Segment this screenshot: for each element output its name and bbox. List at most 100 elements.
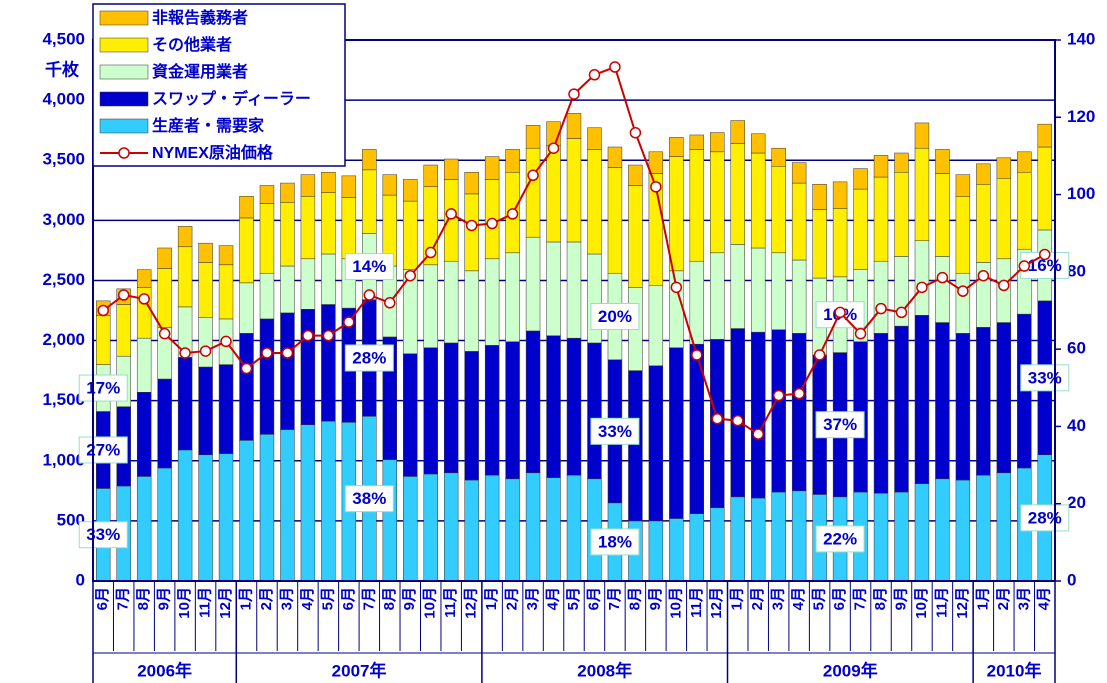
x-tick-label: 7月 bbox=[360, 587, 377, 610]
bar-segment bbox=[853, 188, 868, 270]
price-marker bbox=[977, 269, 990, 282]
x-tick-label: 3月 bbox=[278, 587, 295, 610]
bar-segment bbox=[566, 241, 582, 339]
bar-segment bbox=[566, 337, 582, 476]
price-marker bbox=[875, 302, 887, 315]
y2-tick-label: 20 bbox=[1067, 493, 1086, 512]
bar-segment bbox=[239, 217, 254, 284]
bar-segment bbox=[955, 174, 971, 197]
x-tick-label: 11月 bbox=[197, 587, 214, 618]
share-label-box bbox=[78, 374, 128, 402]
bar-segment bbox=[648, 285, 664, 367]
x-tick-label: 11月 bbox=[442, 587, 459, 618]
group-label: 2008年 bbox=[577, 660, 632, 680]
bar-segment bbox=[669, 518, 684, 582]
bar-segment bbox=[751, 331, 766, 499]
x-tick-label: 7月 bbox=[115, 587, 132, 610]
bar-segment bbox=[321, 304, 336, 422]
bar-segment bbox=[423, 264, 438, 349]
bar-segment bbox=[403, 200, 418, 270]
x-tick-label: 3月 bbox=[1015, 587, 1032, 610]
bar-segment bbox=[689, 134, 705, 150]
bar-segment bbox=[177, 226, 193, 248]
bar-segment bbox=[710, 507, 725, 582]
price-marker bbox=[588, 69, 601, 81]
x-tick-label: 5月 bbox=[319, 587, 336, 610]
price-marker bbox=[670, 281, 683, 294]
bar-segment bbox=[628, 164, 643, 186]
bar-segment bbox=[484, 156, 500, 180]
bar-segment bbox=[873, 260, 889, 334]
share-label: 16% bbox=[1028, 256, 1062, 275]
share-label-box bbox=[344, 344, 394, 372]
bar-segment bbox=[1037, 123, 1052, 148]
price-marker bbox=[199, 345, 212, 357]
price-marker bbox=[629, 126, 642, 139]
x-tick-label: 12月 bbox=[708, 587, 725, 619]
bar-segment bbox=[648, 151, 664, 174]
share-label: 33% bbox=[598, 422, 632, 441]
bar-segment bbox=[791, 490, 807, 582]
bar-segment bbox=[300, 309, 316, 425]
x-tick-label: 4月 bbox=[1036, 587, 1053, 610]
x-tick-label: 1月 bbox=[483, 587, 500, 610]
x-tick-label: 7月 bbox=[852, 587, 869, 610]
bar-segment bbox=[280, 312, 295, 430]
y2-tick-label: 100 bbox=[1067, 184, 1095, 203]
bar-segment bbox=[669, 156, 684, 272]
bar-segment bbox=[935, 149, 950, 174]
x-tick-label: 5月 bbox=[565, 587, 582, 610]
bar-segment bbox=[546, 335, 561, 478]
bar-segment bbox=[976, 474, 991, 582]
y-tick-label: 3,000 bbox=[42, 210, 85, 229]
price-marker bbox=[691, 349, 703, 361]
x-tick-label: 2月 bbox=[258, 587, 275, 610]
legend-label: NYMEX原油価格 bbox=[152, 143, 274, 162]
price-marker bbox=[363, 289, 376, 301]
bar-segment bbox=[505, 252, 520, 343]
bar-segment bbox=[587, 127, 602, 150]
bar-segment bbox=[96, 315, 111, 365]
share-label: 33% bbox=[86, 525, 120, 544]
legend-swatch bbox=[99, 10, 149, 26]
price-marker bbox=[609, 61, 621, 73]
x-tick-label: 11月 bbox=[688, 587, 705, 618]
share-label: 37% bbox=[823, 415, 857, 434]
price-marker bbox=[179, 347, 191, 359]
bar-segment bbox=[443, 472, 459, 582]
x-tick-label: 6月 bbox=[831, 587, 848, 610]
price-marker bbox=[547, 142, 560, 154]
x-tick-label: 10月 bbox=[422, 587, 439, 619]
bar-segment bbox=[771, 147, 786, 167]
bar-segment bbox=[955, 272, 971, 334]
bar-segment bbox=[730, 143, 745, 245]
price-marker bbox=[97, 304, 109, 317]
bar-segment bbox=[546, 477, 561, 582]
bar-segment bbox=[177, 357, 193, 451]
bar-segment bbox=[525, 147, 541, 238]
bar-segment bbox=[280, 182, 295, 203]
bar-segment bbox=[935, 173, 950, 257]
bar-segment bbox=[976, 163, 991, 185]
bar-segment bbox=[239, 333, 254, 441]
x-tick-label: 8月 bbox=[626, 587, 643, 610]
share-label-box bbox=[590, 528, 640, 556]
bar-segment bbox=[730, 328, 745, 498]
bar-segment bbox=[791, 333, 807, 492]
bar-segment bbox=[239, 196, 254, 219]
bar-segment bbox=[403, 179, 418, 202]
bar-segment bbox=[710, 132, 725, 153]
bar-segment bbox=[607, 146, 623, 168]
bar-segment bbox=[894, 152, 909, 173]
price-marker bbox=[916, 281, 928, 294]
group-label: 2007年 bbox=[332, 660, 387, 680]
bar-segment bbox=[157, 467, 172, 582]
bar-segment bbox=[628, 370, 643, 522]
bar-segment bbox=[300, 424, 316, 582]
share-label-box bbox=[590, 417, 640, 445]
bar-segment bbox=[935, 322, 950, 480]
x-tick-label: 10月 bbox=[667, 587, 684, 619]
bar-segment bbox=[996, 472, 1012, 582]
